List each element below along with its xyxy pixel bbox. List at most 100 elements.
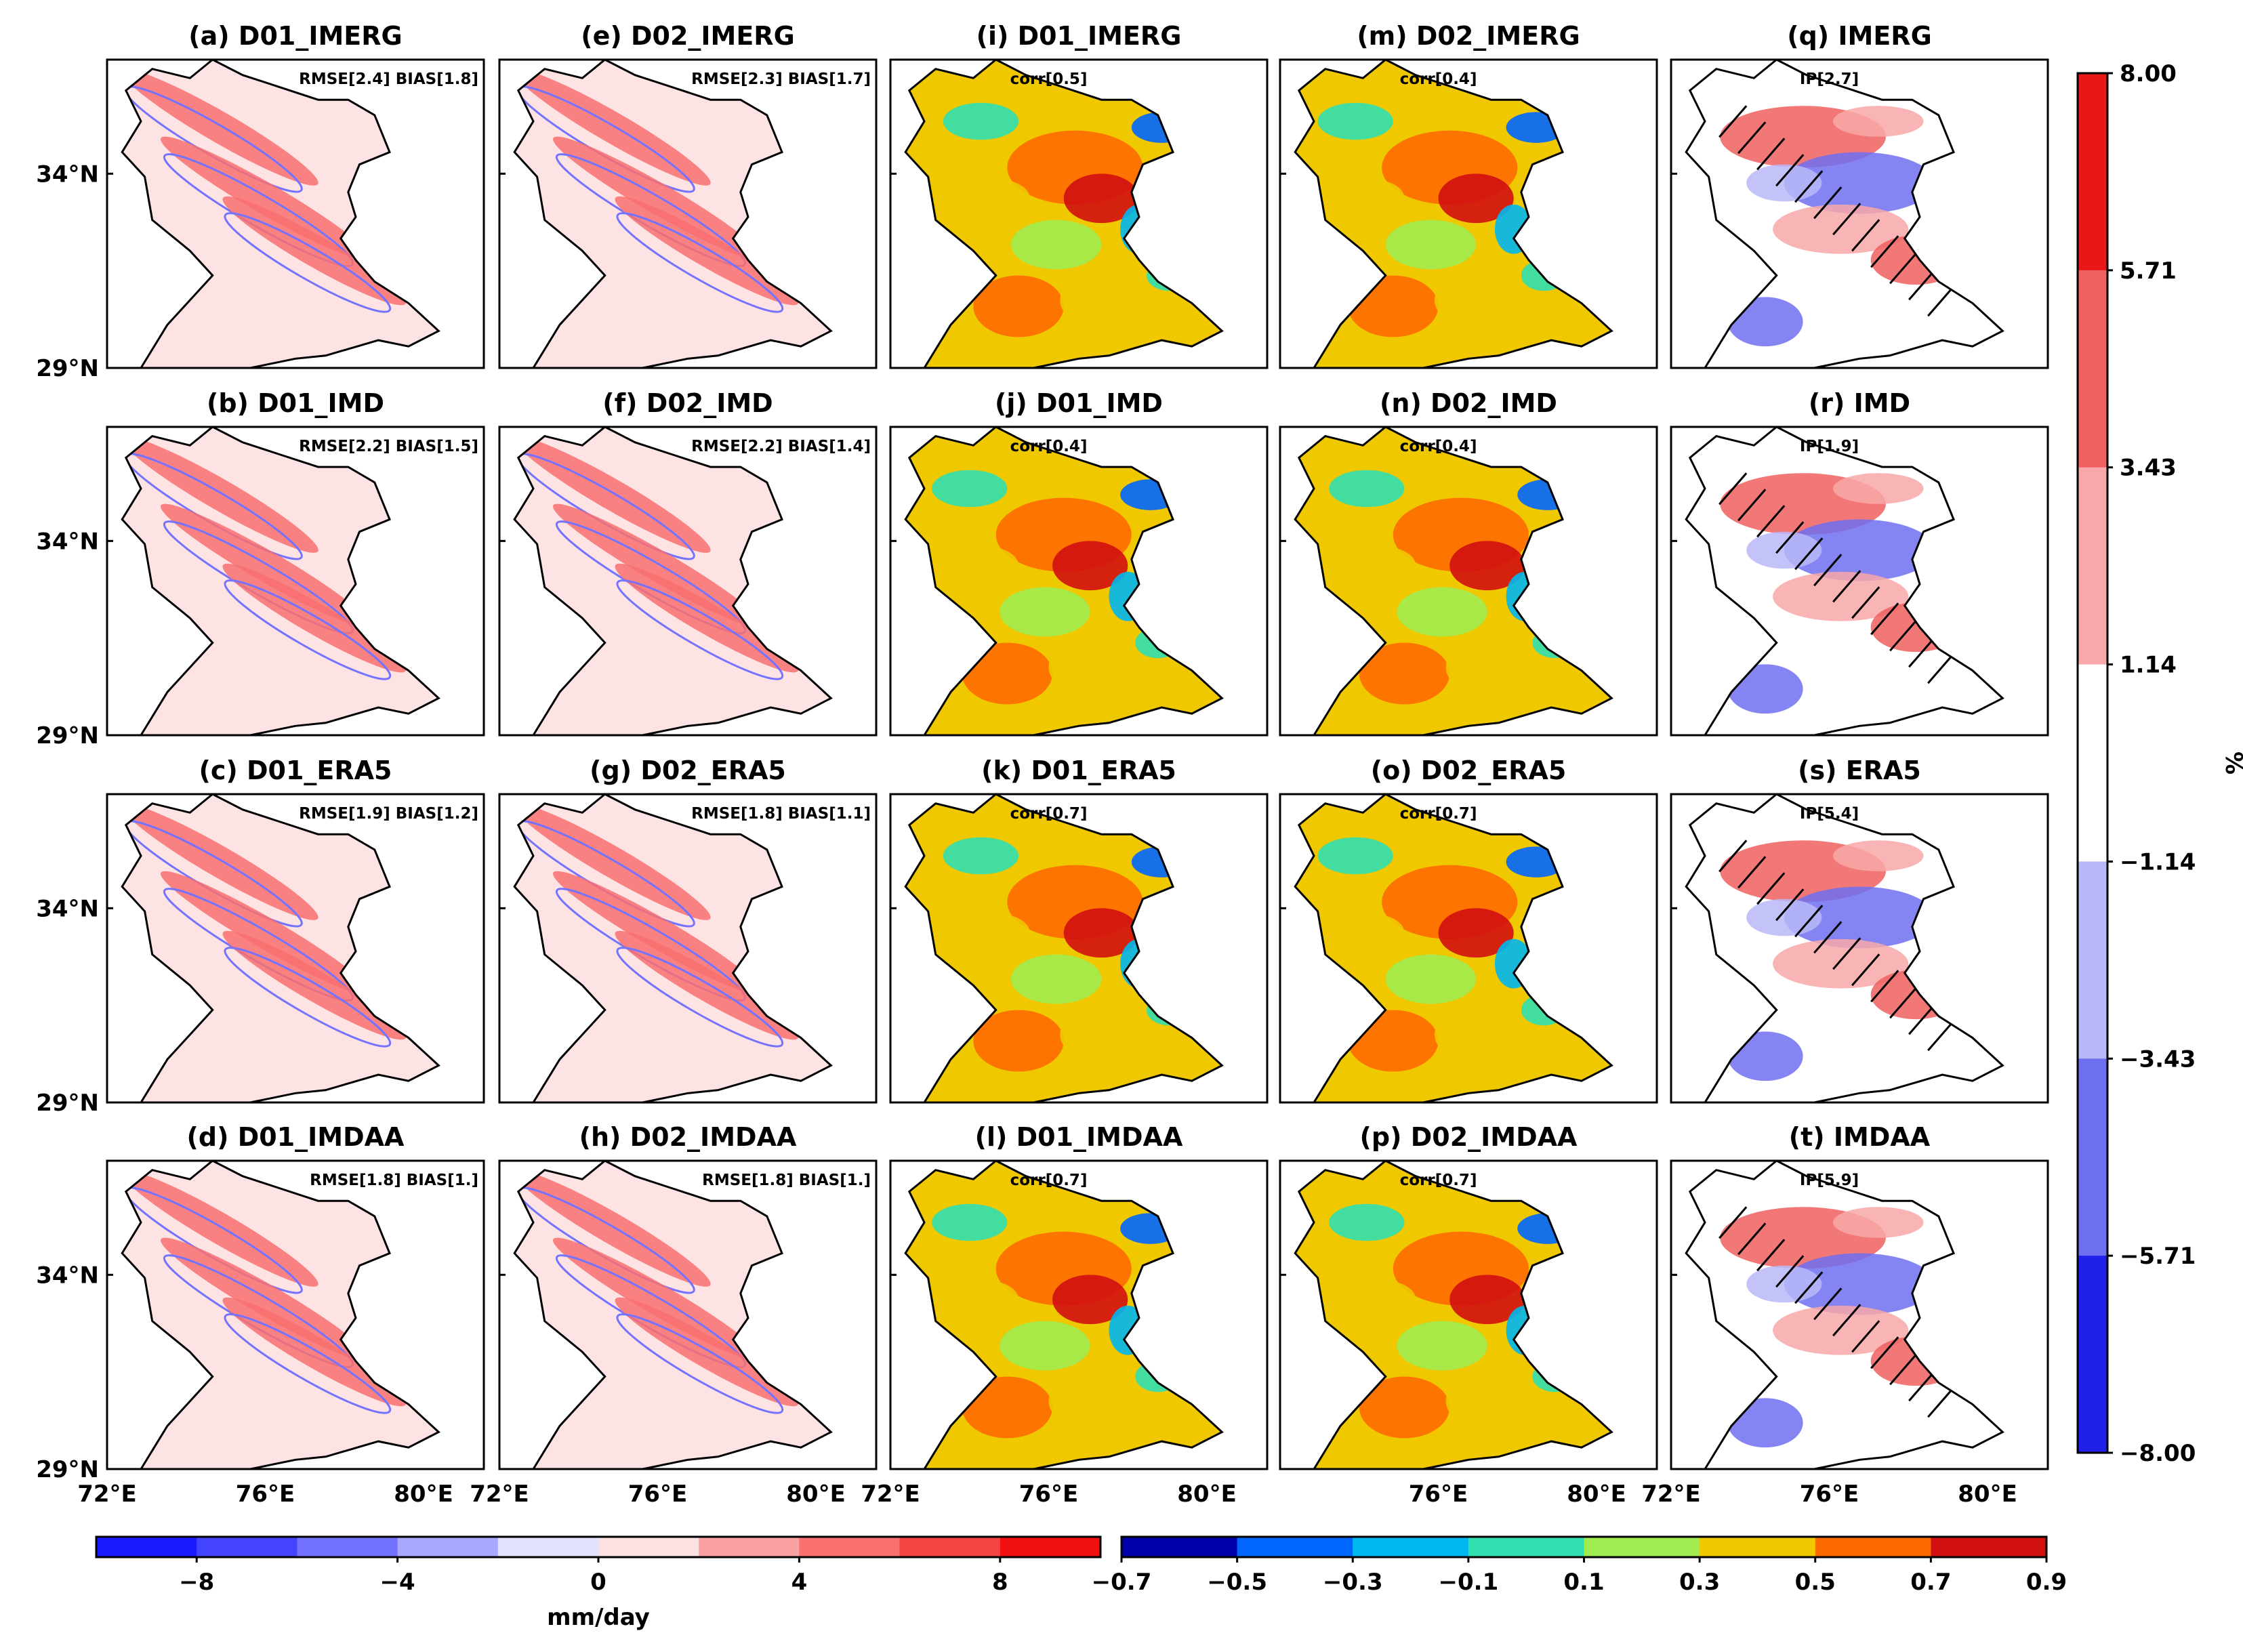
corr-blob — [1385, 954, 1477, 1004]
corr-blob — [969, 914, 1030, 952]
panel-stat: corr[0.7] — [1400, 805, 1477, 823]
x-tick-label: 80°E — [1958, 1481, 2017, 1508]
hatch-mark — [1889, 619, 1918, 652]
corr-blob — [1120, 1213, 1181, 1244]
bias-colorbar-tick: −8 — [179, 1569, 214, 1596]
hatch-mark — [1737, 121, 1767, 154]
corr-colorbar-tick: −0.3 — [1323, 1569, 1383, 1596]
panel-stat: corr[0.4] — [1010, 438, 1088, 455]
hatch-mark — [1813, 921, 1843, 954]
panel-stat: corr[0.4] — [1400, 438, 1477, 455]
bias-colorbar-segment — [397, 1537, 499, 1557]
ip-blob — [1727, 297, 1803, 347]
x-tick-label: 72°E — [77, 1481, 137, 1508]
ip-colorbar-tick: −8.00 — [2120, 1440, 2196, 1467]
panel-2-0: (c) D01_ERA5 RMSE[1.9] BIAS[1.2] — [106, 756, 485, 1104]
corr-blob — [1329, 470, 1405, 508]
ip-blob — [1833, 1207, 1924, 1238]
region-outline — [904, 793, 1224, 1104]
panel-1-2: (j) D01_IMD corr[0.4] — [889, 388, 1269, 737]
corr-colorbar-segment — [1122, 1537, 1238, 1557]
panel-frame — [106, 1159, 485, 1470]
ip-colorbar-tick: 1.14 — [2120, 652, 2177, 679]
corr-colorbar-segment — [1237, 1537, 1353, 1557]
corr-blob — [1397, 587, 1487, 637]
corr-blob — [1010, 220, 1102, 270]
ip-blob — [1727, 1031, 1803, 1081]
bias-colorbar-tick: 4 — [791, 1569, 808, 1596]
hatch-mark — [1737, 489, 1767, 522]
ip-colorbar-tick: 5.71 — [2120, 257, 2177, 285]
corr-blob — [1010, 954, 1102, 1004]
region-outline — [904, 426, 1224, 737]
panel-field — [1719, 840, 1962, 1081]
hatch-mark — [1851, 953, 1880, 987]
corr-blob — [1397, 1321, 1487, 1371]
panel-title: (l) D01_IMDAA — [975, 1122, 1183, 1152]
corr-blob — [1000, 587, 1090, 637]
panel-title: (t) IMDAA — [1789, 1122, 1931, 1152]
corr-colorbar-segment — [1353, 1537, 1469, 1557]
ip-blob — [1784, 886, 1935, 949]
ip-blob — [1746, 531, 1822, 569]
ip-colorbar-frame — [2076, 72, 2109, 1454]
hatch-mark — [1870, 1336, 1899, 1369]
x-tick-label: 80°E — [1567, 1481, 1626, 1508]
ip-colorbar-segment — [2078, 467, 2107, 665]
corr-colorbar-segment — [1468, 1537, 1584, 1557]
panel-stat: corr[0.7] — [1010, 805, 1088, 823]
bias-colorbar-tick: 8 — [992, 1569, 1008, 1596]
y-tick-label: 34°N — [36, 1262, 99, 1289]
panel-2-3: (o) D02_ERA5 corr[0.7] — [1279, 756, 1658, 1104]
corr-blob — [932, 1203, 1008, 1241]
panel-2-2: (k) D01_ERA5 corr[0.7] — [889, 756, 1269, 1104]
ip-blob — [1870, 1336, 1962, 1386]
ip-blob — [1773, 1305, 1909, 1355]
hatch-mark — [1832, 1304, 1861, 1337]
panel-field — [514, 69, 799, 313]
panel-0-4: (q) IMERG IP[2.7] — [1670, 21, 2049, 369]
ip-blob — [1746, 899, 1822, 936]
panel-field — [514, 804, 799, 1048]
corr-colorbar: −0.7 −0.5 −0.3 −0.1 0.1 0.3 0.5 0.7 0.9 — [1092, 1535, 2067, 1596]
bias-colorbar-segment — [799, 1537, 901, 1557]
corr-colorbar-tick: 0.1 — [1563, 1569, 1604, 1596]
ip-colorbar-label: % — [2220, 751, 2243, 775]
ip-blob — [1773, 571, 1909, 621]
hatch-mark — [1719, 1206, 1748, 1239]
panel-frame — [1670, 1159, 2049, 1470]
panel-field — [122, 1170, 407, 1414]
hatch-mark — [1889, 986, 1918, 1019]
corr-blob — [932, 470, 1008, 508]
ip-blob — [1870, 970, 1962, 1020]
panel-title: (m) D02_IMERG — [1357, 21, 1580, 51]
region-outline — [121, 1159, 440, 1470]
panel-title: (e) D02_IMERG — [581, 21, 795, 51]
panel-2-1: (g) D02_ERA5 RMSE[1.8] BIAS[1.1] — [498, 756, 878, 1104]
corr-blob — [1344, 180, 1405, 218]
bias-colorbar-segment — [1000, 1537, 1101, 1557]
x-tick-label: 76°E — [1019, 1481, 1079, 1508]
y-tick-label: 34°N — [36, 528, 99, 555]
bias-colorbar-segment — [699, 1537, 800, 1557]
panel-frame — [1279, 1159, 1658, 1470]
panel-frame — [1279, 793, 1658, 1104]
x-tick-label: 76°E — [1409, 1481, 1468, 1508]
corr-colorbar-segment — [1815, 1537, 1931, 1557]
panel-field — [514, 436, 799, 680]
bias-contour — [616, 212, 784, 313]
corr-colorbar-tick: 0.9 — [2026, 1569, 2067, 1596]
panel-field — [932, 470, 1181, 705]
panel-0-0: (a) D01_IMERG RMSE[2.4] BIAS[1.8] — [106, 21, 485, 369]
ip-colorbar: 8.00 5.71 3.43 1.14 −1.14 −3.43 −5.71 −8.00% — [2076, 60, 2243, 1467]
bias-colorbar-segment — [598, 1537, 699, 1557]
ip-colorbar-tick: −5.71 — [2120, 1243, 2196, 1270]
hatch-mark — [1851, 586, 1880, 619]
corr-blob — [1355, 547, 1416, 585]
region-outline — [1294, 1159, 1613, 1470]
panel-3-0: (d) D01_IMDAA RMSE[1.8] BIAS[1.] — [106, 1122, 485, 1470]
ip-blob — [1833, 106, 1924, 137]
corr-blob — [1063, 908, 1139, 958]
panel-stat: RMSE[1.8] BIAS[1.] — [310, 1172, 478, 1189]
panel-stat: IP[5.9] — [1800, 1172, 1859, 1189]
